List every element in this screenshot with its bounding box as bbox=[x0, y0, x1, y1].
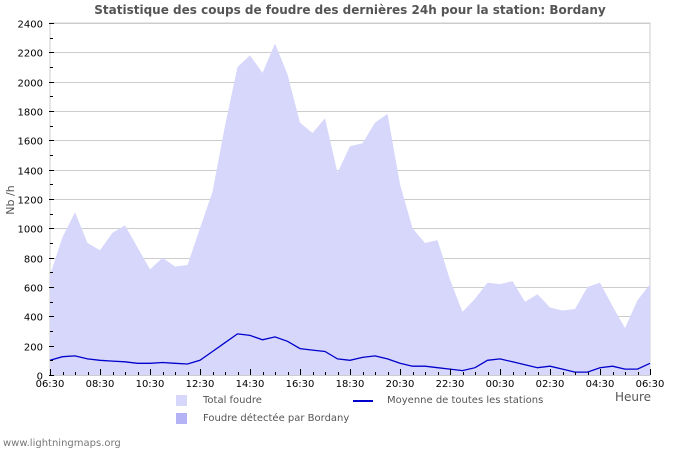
legend-line-average bbox=[353, 399, 373, 402]
x-tick-label: 04:30 bbox=[586, 379, 615, 390]
legend-swatch-total bbox=[176, 395, 187, 406]
data-areas bbox=[50, 43, 650, 375]
x-tick-label: 08:30 bbox=[86, 379, 115, 390]
legend-total: Total foudre bbox=[176, 395, 262, 406]
area-series bbox=[50, 43, 650, 375]
legend-detected: Foudre détectée par Bordany bbox=[176, 413, 349, 424]
footer-link[interactable]: www.lightningmaps.org bbox=[3, 438, 121, 449]
chart-title: Statistique des coups de foudre des dern… bbox=[94, 3, 606, 17]
x-tick-label: 22:30 bbox=[436, 379, 465, 390]
x-axis-label: Heure bbox=[615, 390, 652, 404]
legend-total-label: Total foudre bbox=[203, 395, 262, 406]
x-tick-label: 16:30 bbox=[286, 379, 315, 390]
legend-average-label: Moyenne de toutes les stations bbox=[387, 395, 544, 406]
y-tick-label: 400 bbox=[24, 313, 43, 324]
line-series bbox=[49, 333, 651, 373]
x-tick-label: 06:30 bbox=[636, 379, 665, 390]
y-tick-label: 1800 bbox=[18, 108, 43, 119]
x-tick-label: 18:30 bbox=[336, 379, 365, 390]
y-tick-label: 800 bbox=[24, 255, 43, 266]
y-tick-label: 0 bbox=[37, 372, 43, 383]
legend-swatch-detected bbox=[176, 413, 187, 424]
x-tick-label: 00:30 bbox=[486, 379, 515, 390]
y-tick-label: 2200 bbox=[18, 49, 43, 60]
legend-average: Moyenne de toutes les stations bbox=[353, 395, 543, 406]
x-tick-label: 06:30 bbox=[36, 379, 65, 390]
y-tick-label: 200 bbox=[24, 343, 43, 354]
y-tick-label: 1200 bbox=[18, 196, 43, 207]
x-tick-label: 10:30 bbox=[136, 379, 165, 390]
legend-detected-label: Foudre détectée par Bordany bbox=[203, 413, 350, 424]
y-tick-label: 1600 bbox=[18, 137, 43, 148]
axes: 0 200 400 600 800 1000 1200 1400 1600 1800 2000 220… bbox=[18, 20, 665, 391]
x-tick-label: 20:30 bbox=[386, 379, 415, 390]
y-tick-label: 1400 bbox=[18, 167, 43, 178]
x-tick-label: 14:30 bbox=[236, 379, 265, 390]
x-tick-label: 02:30 bbox=[536, 379, 565, 390]
y-tick-label: 1000 bbox=[18, 225, 43, 236]
data-lines bbox=[49, 333, 651, 373]
y-tick-label: 2000 bbox=[18, 79, 43, 90]
x-tick-label: 12:30 bbox=[186, 379, 215, 390]
y-tick-label: 2400 bbox=[18, 20, 43, 31]
chart-plot: 0 200 400 600 800 1000 1200 1400 1600 1800 2000 220… bbox=[4, 20, 665, 391]
y-axis-label: Nb /h bbox=[4, 185, 17, 214]
y-tick-label: 600 bbox=[24, 284, 43, 295]
